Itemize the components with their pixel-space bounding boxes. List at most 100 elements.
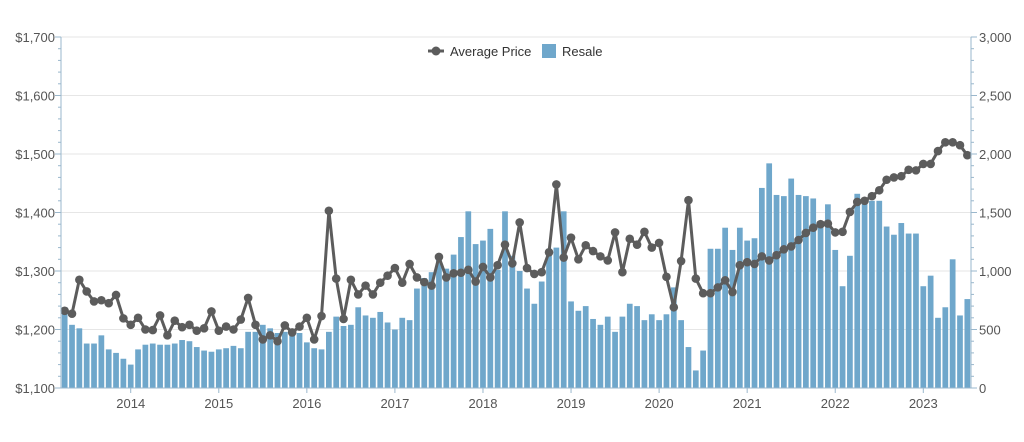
average-price-point <box>141 325 150 334</box>
average-price-point <box>170 316 180 326</box>
legend[interactable]: Average Price Resale <box>428 44 602 59</box>
resale-bar <box>171 343 178 388</box>
average-price-point <box>742 257 752 267</box>
average-price-point <box>463 265 473 275</box>
average-price-point <box>471 277 480 286</box>
resale-bar <box>289 333 296 388</box>
average-price-point <box>295 322 304 331</box>
average-price-point <box>654 238 664 248</box>
resale-bar <box>157 344 163 388</box>
resale-bar <box>920 286 927 388</box>
axes: $1,100 $1,200 $1,300 $1,400 $1,500 $1,600 $1,7… <box>15 30 1011 411</box>
resale-bar <box>502 211 508 388</box>
legend-item-average-price[interactable]: Average Price <box>428 44 531 59</box>
x-tick-label: 2016 <box>292 396 321 411</box>
average-price-point <box>361 281 370 290</box>
resale-bar <box>149 343 156 388</box>
resale-bar <box>333 316 340 388</box>
resale-bar <box>898 223 905 388</box>
legend-item-resale[interactable]: Resale <box>542 44 602 59</box>
y-right-tick-label: 1,000 <box>979 264 1012 279</box>
average-price-point <box>309 335 319 344</box>
x-tick-label: 2017 <box>380 396 409 411</box>
y-left-tick-label: $1,600 <box>15 89 55 104</box>
resale-bar <box>553 247 560 388</box>
resale-bar <box>648 314 655 388</box>
y-left-tick-label: $1,300 <box>15 264 55 279</box>
average-price-point <box>60 306 69 316</box>
average-price-point <box>346 275 356 285</box>
average-price-point <box>280 321 290 330</box>
average-price-point <box>97 295 106 305</box>
y-right-tick-label: 2,500 <box>979 89 1012 104</box>
resale-bar <box>861 199 868 388</box>
average-price-point <box>706 288 715 298</box>
average-price-point <box>933 146 943 156</box>
resale-bar <box>472 244 479 388</box>
average-price-point <box>889 173 899 182</box>
resale-bar <box>237 348 244 388</box>
resale-bar <box>326 331 332 388</box>
average-price-point <box>434 252 444 262</box>
average-price-point <box>317 311 326 321</box>
resale-bar <box>597 324 604 388</box>
average-price-point <box>251 320 260 330</box>
average-price-point <box>427 281 436 290</box>
average-price-point <box>772 250 781 260</box>
average-price-point <box>390 263 400 273</box>
y-right-tick-label: 2,000 <box>979 147 1012 162</box>
resale-bar <box>781 196 787 388</box>
resale-bar <box>428 272 435 388</box>
resale-bar <box>817 221 824 388</box>
resale-bar <box>311 348 318 388</box>
resale-bar <box>927 275 934 388</box>
average-price-point <box>764 256 774 265</box>
average-price-point <box>918 159 928 169</box>
resale-bar <box>91 343 97 388</box>
average-price-point <box>405 259 414 269</box>
average-price-point <box>669 302 679 312</box>
average-price-point <box>896 171 906 181</box>
x-tick-label: 2019 <box>557 396 586 411</box>
resale-bar <box>443 268 450 388</box>
average-price-point <box>684 195 693 205</box>
resale-bar <box>142 344 149 388</box>
resale-bar <box>619 316 626 388</box>
average-price-point <box>126 320 136 330</box>
average-price-point <box>691 274 701 283</box>
resale-bar <box>113 352 119 388</box>
resale-bar <box>714 248 721 388</box>
resale-bar <box>399 317 406 388</box>
average-price-point <box>375 278 385 288</box>
average-price-point <box>786 242 796 251</box>
average-price-point <box>82 287 91 296</box>
resale-bar <box>722 227 729 388</box>
resale-bar <box>384 322 391 388</box>
legend-square-icon <box>542 44 556 58</box>
resale-bar <box>810 198 817 388</box>
resale-bar <box>803 196 809 388</box>
resale-bar <box>883 226 890 388</box>
average-price-point <box>397 278 407 288</box>
y-left-tick-label: $1,200 <box>15 323 55 338</box>
average-price-point <box>493 260 502 270</box>
x-tick-label: 2023 <box>909 396 938 411</box>
average-price-point <box>522 263 532 273</box>
average-price-point <box>720 276 730 285</box>
resale-bar <box>736 227 743 388</box>
resale-bar <box>245 331 251 388</box>
average-price-point <box>265 331 275 340</box>
resale-bars <box>61 163 971 388</box>
average-price-point <box>816 219 825 229</box>
average-price-point <box>596 252 605 261</box>
resale-bar <box>494 269 501 388</box>
resale-bar <box>531 303 538 388</box>
average-price-point <box>948 138 957 147</box>
resale-bar <box>377 311 384 388</box>
average-price-point <box>779 245 789 254</box>
average-price-point <box>339 314 348 324</box>
resale-bar <box>414 288 420 388</box>
average-price-point <box>412 273 422 282</box>
y-right-tick-label: 500 <box>979 323 1001 338</box>
resale-bar <box>913 233 919 388</box>
